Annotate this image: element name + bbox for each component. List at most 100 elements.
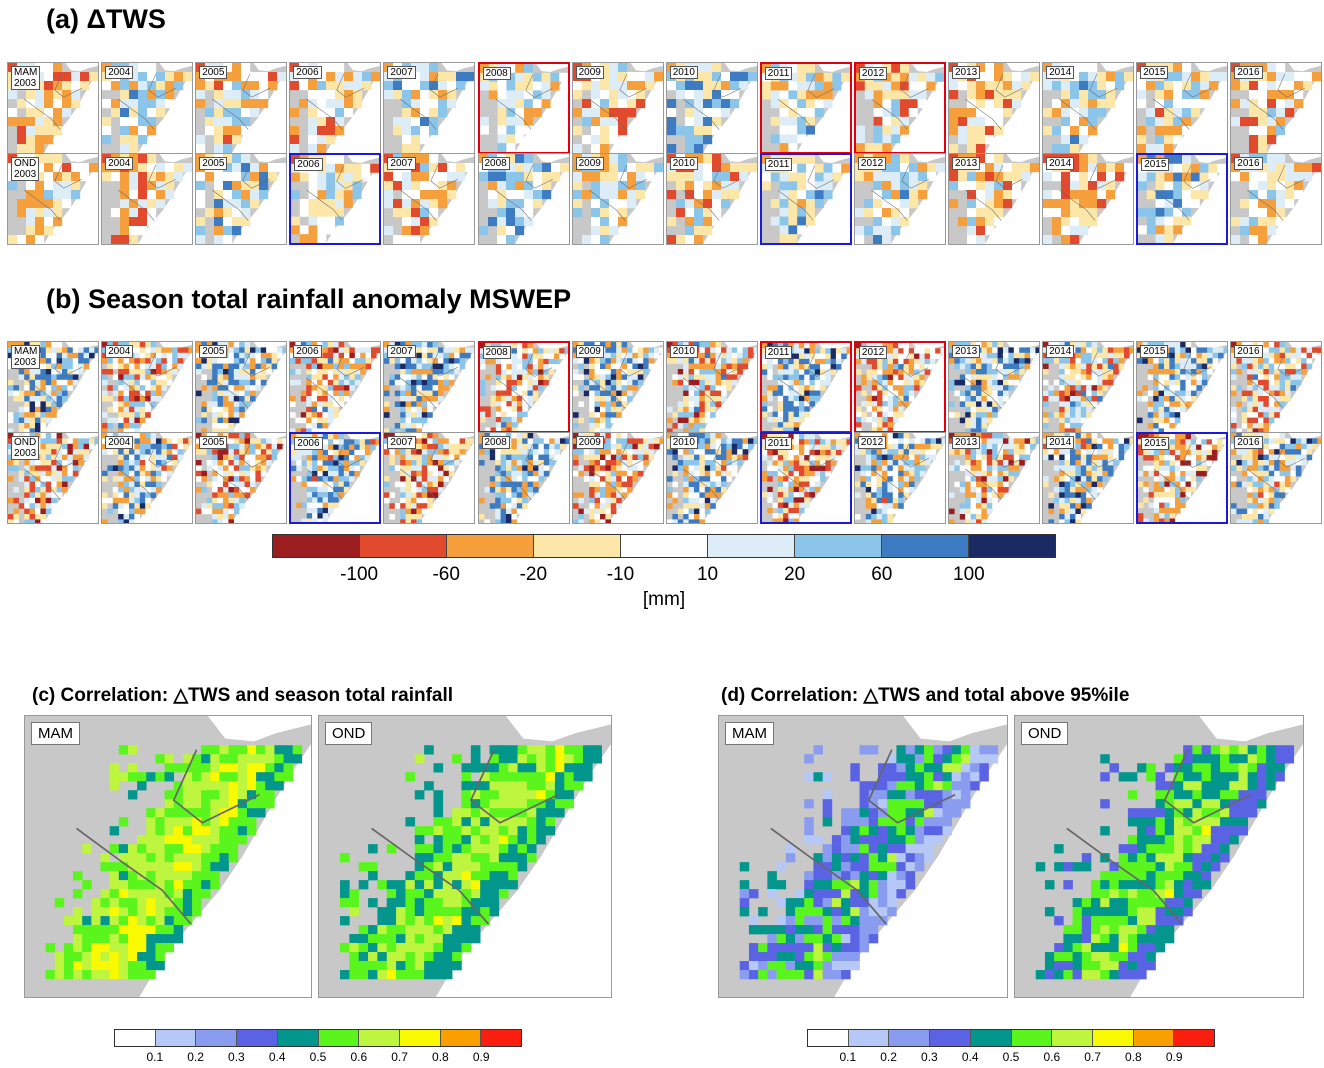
- corr-colorbar-tick-label: 0.7: [1084, 1050, 1101, 1064]
- country-border: [1247, 189, 1284, 221]
- country-border: [1059, 468, 1096, 500]
- gulf-of-aden: [420, 154, 475, 163]
- rain-mam-2004-svg: [102, 342, 193, 432]
- rain-ond-2016-cells: [1231, 433, 1322, 523]
- country-border: [24, 98, 61, 130]
- country-border: [901, 74, 929, 98]
- rain-ond-2004-cells: [102, 433, 193, 523]
- country-border: [1153, 189, 1190, 221]
- panel-label-first: MAM 2003: [11, 345, 41, 369]
- country-border: [400, 468, 437, 500]
- rain-ond-2016-map: 2016: [1230, 432, 1323, 524]
- rain-ond-2013-map: 2013: [948, 432, 1040, 524]
- country-border: [870, 468, 908, 500]
- panel-year-label: 2007: [387, 66, 416, 79]
- country-border: [371, 827, 490, 925]
- country-border: [1153, 468, 1190, 500]
- gulf-of-aden: [1079, 63, 1134, 72]
- country-border: [1277, 164, 1306, 189]
- country-border: [24, 468, 61, 500]
- country-border: [24, 189, 61, 221]
- corr-colorbar-tick-label: 0.8: [432, 1050, 449, 1064]
- tws-mam-2013-map: 2013: [948, 62, 1040, 154]
- country-border: [1247, 468, 1284, 500]
- tws-ond-2011-cells: [761, 155, 850, 243]
- country-border: [148, 73, 177, 98]
- country-border: [995, 443, 1023, 468]
- panel-year-label: 2010: [669, 345, 698, 358]
- country-border: [682, 189, 720, 221]
- corr-colorbar-swatch: [969, 1030, 1011, 1046]
- country-border: [306, 468, 343, 500]
- tws-mam-2008-svg: [479, 64, 568, 152]
- country-border: [430, 352, 459, 377]
- tws-ond-2012-cells: [854, 154, 945, 244]
- panel-year-label: 2011: [764, 437, 793, 450]
- rain-mam-2003-map: MAM 2003: [7, 341, 99, 433]
- rain-ond-2005-map: 2005: [195, 432, 288, 524]
- country-border: [1089, 352, 1118, 377]
- corr-colorbar-swatch: [236, 1030, 277, 1046]
- country-border: [682, 468, 720, 500]
- anomaly-colorbar-swatch: [446, 535, 533, 557]
- corr-c-ond-cells: [340, 745, 602, 980]
- tws-ond-2006-svg: [291, 155, 380, 243]
- country-border: [807, 165, 835, 189]
- gulf-of-aden: [985, 63, 1039, 72]
- corr-c-ond-label: OND: [325, 722, 373, 745]
- rain-mam-2015-svg: [1137, 342, 1228, 432]
- panel-label-first: MAM 2003: [11, 66, 41, 90]
- panel-year-label: 2005: [199, 436, 228, 449]
- panel-year-label: 2005: [199, 345, 228, 358]
- rain-ond-2010-cells: [666, 433, 757, 523]
- anomaly-colorbar-tick-label: 100: [953, 564, 985, 585]
- anomaly-colorbar-swatch: [533, 535, 620, 557]
- rain-ond-2006-svg: [291, 434, 380, 522]
- country-border: [777, 189, 814, 221]
- gulf-of-aden: [514, 64, 568, 72]
- gulf-of-aden: [1173, 63, 1228, 72]
- country-border: [713, 352, 741, 377]
- country-border: [713, 73, 741, 98]
- panel-year-label: 2016: [1234, 345, 1263, 358]
- corr-colorbar-swatch: [929, 1030, 970, 1046]
- gulf-of-aden: [514, 154, 569, 163]
- rain-mam-2004-map: 2004: [101, 341, 194, 433]
- panel-year-label: 2014: [1046, 345, 1075, 358]
- corr-c-ond-svg: [319, 716, 611, 997]
- country-border: [619, 352, 647, 377]
- tws-ond-2011-map: 2011: [759, 153, 852, 245]
- anomaly-colorbar-tick-label: -10: [606, 564, 635, 585]
- corr-colorbar-swatch: [847, 1030, 889, 1046]
- rain-ond-2006-map: 2006: [289, 432, 382, 524]
- rain-ond-2003-cells: [8, 433, 98, 523]
- country-border: [1277, 352, 1306, 377]
- panel-year-label: 2004: [105, 157, 134, 170]
- gulf-of-aden: [1267, 63, 1322, 72]
- anomaly-colorbar-unit: [mm]: [642, 589, 686, 610]
- corr-colorbar-swatch: [115, 1030, 155, 1046]
- country-border: [1153, 377, 1190, 409]
- panel-year-label: 2004: [105, 345, 134, 358]
- country-border: [430, 73, 459, 98]
- gulf-of-aden: [608, 154, 663, 163]
- tws-ond-2014-map: 2014: [1042, 153, 1135, 245]
- rain-mam-2008-svg: [479, 343, 568, 431]
- corr-c-mam-map: MAM: [24, 715, 312, 998]
- country-border: [588, 377, 626, 409]
- corr-colorbar-tick-label: 0.4: [268, 1050, 286, 1064]
- corr-colorbar-swatch: [195, 1030, 237, 1046]
- corr-colorbar-swatch: [439, 1030, 481, 1046]
- country-border: [965, 189, 1002, 221]
- panel-year-label: 2011: [764, 158, 793, 171]
- rain-mam-2012-map: 2012: [853, 341, 946, 433]
- country-border: [1089, 443, 1118, 468]
- tws-mam-2012-svg: [855, 64, 944, 152]
- corr-colorbar-swatch: [808, 1030, 848, 1046]
- gulf-of-aden: [138, 63, 193, 72]
- tws-ond-2004-cells: [102, 154, 193, 244]
- panel-year-label: 2012: [857, 436, 887, 449]
- country-border: [588, 468, 626, 500]
- corr-colorbar-tick-label: 0.6: [1043, 1050, 1061, 1064]
- panel-year-label: 2013: [952, 436, 981, 449]
